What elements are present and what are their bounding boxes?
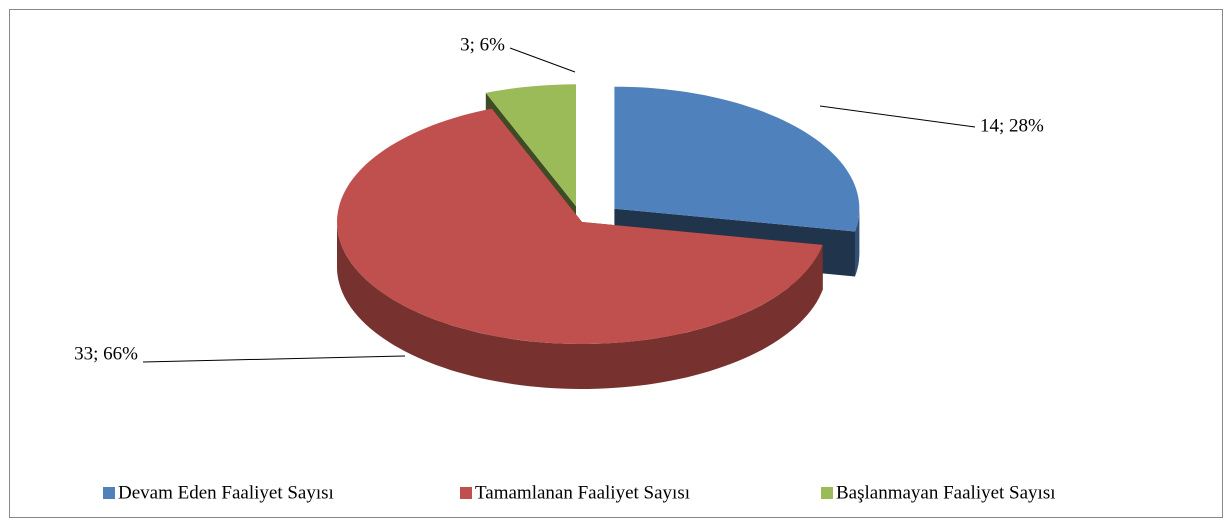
legend-swatch [460,487,472,499]
slice-side [337,222,823,389]
legend-swatch [103,487,115,499]
legend-label: Tamamlanan Faaliyet Sayısı [475,482,690,503]
legend-swatch [821,487,833,499]
leader-line [142,355,406,363]
slice-top [614,86,860,232]
leader-line [819,105,976,128]
legend-label: Başlanmayan Faaliyet Sayısı [836,482,1056,503]
leader-line [509,47,576,73]
slice-side [855,208,860,277]
slice-top [485,84,576,207]
data-label: 3; 6% [460,34,505,55]
legend-label: Devam Eden Faaliyet Sayısı [118,482,334,503]
data-label: 14; 28% [980,115,1044,136]
slice-top [337,108,823,344]
data-label: 33; 66% [74,343,138,364]
